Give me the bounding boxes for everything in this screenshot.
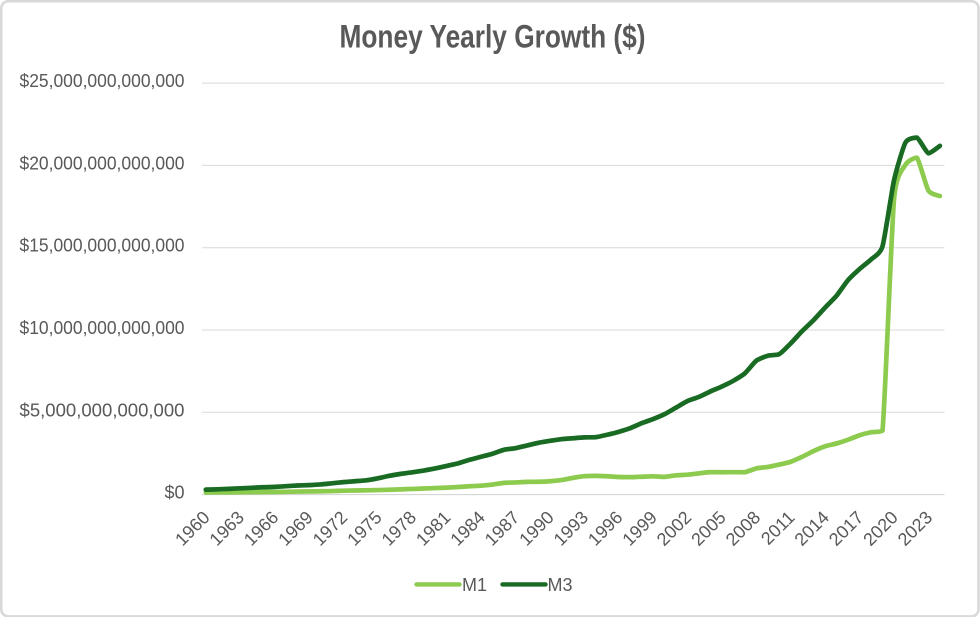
- svg-text:$5,000,000,000,000: $5,000,000,000,000: [20, 400, 185, 420]
- svg-text:M1: M1: [462, 575, 487, 595]
- svg-text:Money Yearly Growth ($): Money Yearly Growth ($): [340, 19, 646, 55]
- svg-text:$10,000,000,000,000: $10,000,000,000,000: [20, 318, 185, 338]
- svg-text:$25,000,000,000,000: $25,000,000,000,000: [20, 71, 185, 91]
- svg-text:M3: M3: [548, 575, 573, 595]
- svg-text:$20,000,000,000,000: $20,000,000,000,000: [20, 153, 185, 173]
- svg-text:$15,000,000,000,000: $15,000,000,000,000: [20, 236, 185, 256]
- svg-text:$0: $0: [164, 483, 184, 503]
